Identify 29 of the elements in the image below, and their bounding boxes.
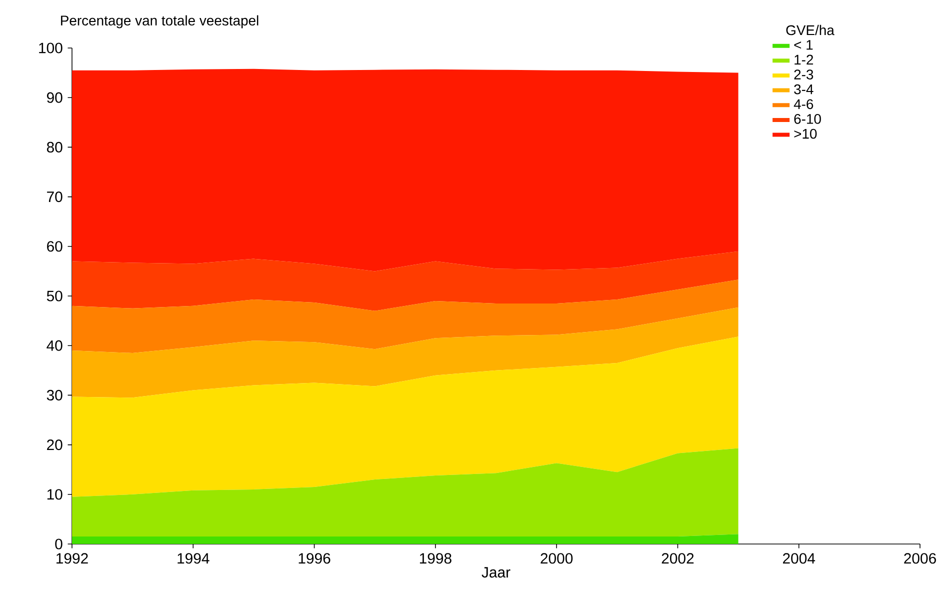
y-tick-label: 80 [46, 142, 62, 152]
legend-title: GVE/ha [786, 24, 834, 36]
legend-label: < 1 [794, 40, 813, 50]
x-tick-label: 2002 [662, 553, 694, 564]
x-tick-label: 1996 [298, 553, 330, 564]
y-tick-label: 50 [46, 290, 62, 302]
legend-label: 1-2 [794, 54, 814, 64]
legend-label: 6-10 [794, 114, 821, 124]
x-tick-label: 2006 [904, 553, 936, 564]
x-tick-label: 1992 [56, 553, 88, 564]
legend-label: 4-6 [794, 99, 814, 110]
legend-label: 3-4 [794, 84, 814, 94]
legend-label: >10 [794, 128, 817, 139]
x-tick-label: 2000 [540, 553, 573, 564]
y-axis-title: Percentage van totale veestapel [61, 15, 258, 28]
x-tick-label: 1998 [420, 553, 452, 564]
y-tick-label: 70 [47, 192, 62, 202]
y-tick-label: 10 [47, 489, 62, 500]
y-tick-label: 100 [39, 42, 62, 54]
y-tick-label: 40 [46, 340, 62, 351]
x-tick-label: 1994 [178, 553, 210, 564]
y-tick-label: 90 [47, 92, 62, 103]
x-tick-label: 2004 [782, 553, 816, 564]
legend-label: 2-3 [794, 70, 814, 80]
y-tick-label: 20 [47, 440, 62, 450]
y-tick-label: 30 [46, 390, 62, 400]
x-axis-title: Jaar [482, 567, 510, 578]
y-tick-label: 60 [47, 241, 62, 252]
y-tick-label: 0 [55, 538, 62, 550]
